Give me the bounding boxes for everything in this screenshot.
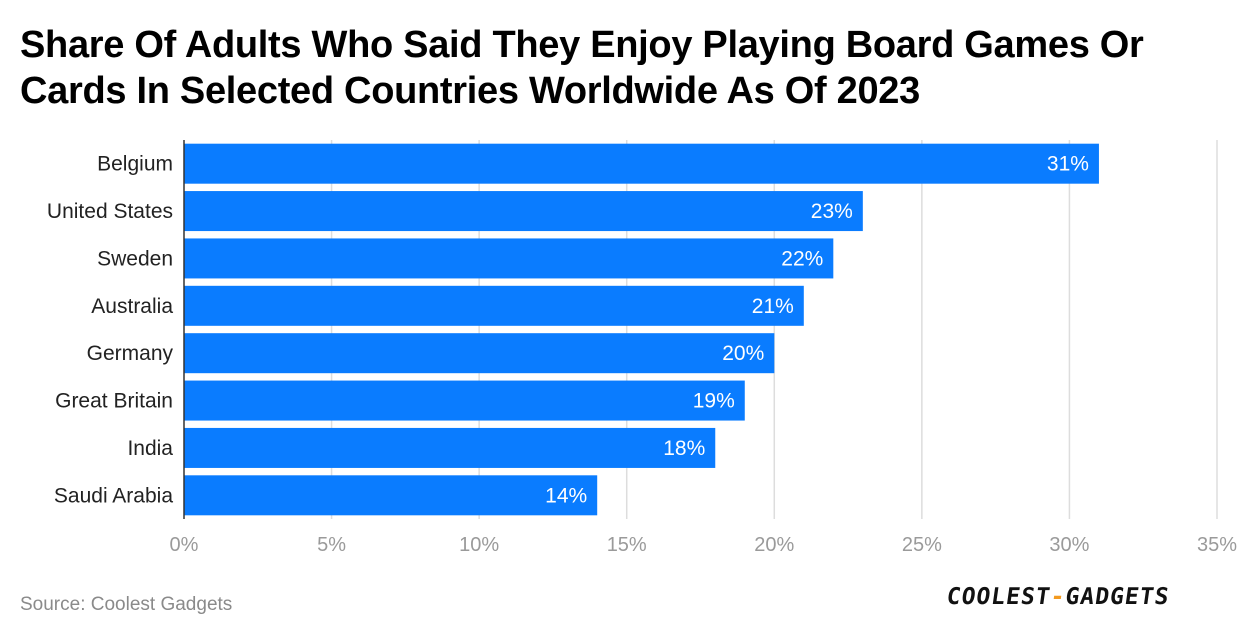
x-tick-label: 25%	[902, 534, 942, 556]
bar	[184, 191, 863, 232]
bar	[184, 285, 804, 326]
bar	[184, 427, 716, 468]
x-tick-label: 35%	[1197, 534, 1237, 556]
bar	[184, 238, 834, 279]
x-tick-label: 15%	[607, 534, 647, 556]
brand-logo[interactable]: COOLEST-GADGETS	[943, 584, 1218, 620]
category-label: Sweden	[97, 247, 173, 270]
x-tick-label: 10%	[459, 534, 499, 556]
value-label: 19%	[693, 390, 735, 413]
x-tick-label: 30%	[1049, 534, 1089, 556]
value-label: 21%	[752, 295, 794, 318]
brand-logo-left: COOLEST	[944, 584, 1053, 610]
value-label: 23%	[811, 200, 853, 223]
source-note: Source: Coolest Gadgets	[20, 594, 233, 615]
bar	[184, 380, 745, 421]
value-label: 22%	[781, 247, 823, 270]
bar	[184, 143, 1099, 184]
value-label: 18%	[663, 437, 705, 460]
value-label: 14%	[545, 484, 587, 507]
bar	[184, 475, 598, 516]
category-label: Australia	[91, 295, 173, 318]
category-label: India	[127, 437, 173, 460]
category-label: Germany	[87, 342, 174, 365]
brand-logo-right: GADGETS	[1063, 584, 1172, 610]
category-label: Belgium	[97, 153, 173, 176]
category-label: United States	[47, 200, 173, 223]
x-tick-label: 0%	[170, 534, 199, 556]
chart-title: Share Of Adults Who Said They Enjoy Play…	[20, 24, 1144, 112]
value-label: 20%	[722, 342, 764, 365]
x-tick-label: 5%	[317, 534, 346, 556]
category-label: Great Britain	[55, 390, 173, 413]
value-label: 31%	[1047, 153, 1089, 176]
x-tick-label: 20%	[754, 534, 794, 556]
category-label: Saudi Arabia	[54, 484, 173, 507]
bar-layer	[184, 143, 1099, 516]
axis-layer: 0% 5% 10% 15% 20% 25% 30% 35% Belgium 31% United S…	[47, 140, 1237, 556]
bar	[184, 333, 775, 374]
